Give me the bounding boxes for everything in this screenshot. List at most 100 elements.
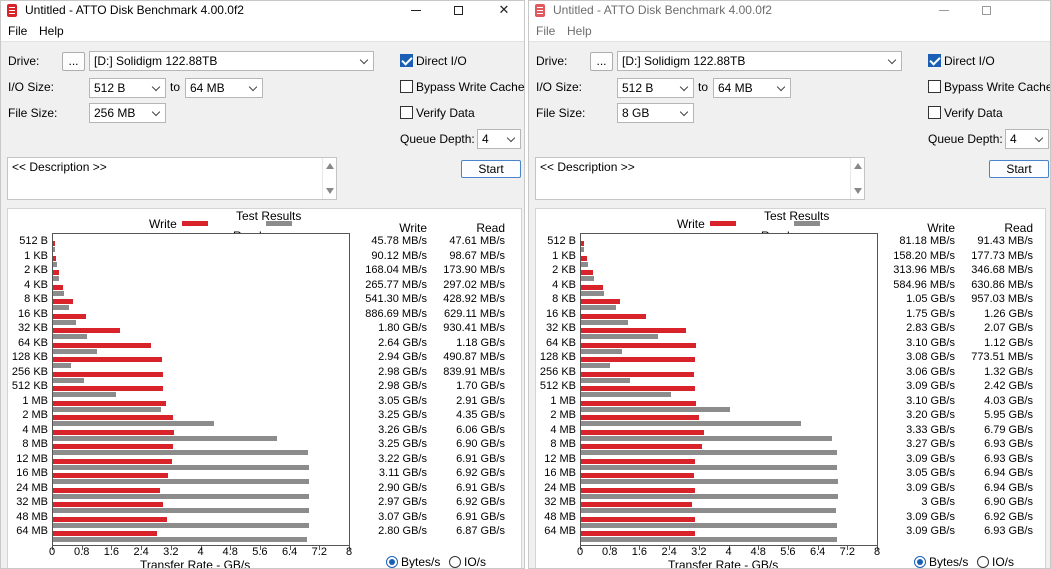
write-bar [53,473,169,478]
write-value: 3.22 GB/s [378,452,427,465]
read-value: 930.41 MB/s [443,322,505,334]
x-axis-tick [609,546,611,550]
read-value: 2.91 GB/s [456,394,505,407]
queue-depth-select[interactable]: 4 [1005,129,1049,149]
bytes-per-second-radio[interactable]: Bytes/s [386,555,440,568]
io-size-row-label: 32 KB [18,322,48,334]
results-title: Test Results [236,209,302,223]
queue-depth-value: 4 [482,132,489,146]
write-bar [581,299,620,304]
verify-data-label: Verify Data [944,106,1003,120]
benchmark-window: Untitled - ATTO Disk Benchmark 4.00.0f2 … [528,0,1051,569]
description-box[interactable]: << Description >> [7,157,337,200]
io-size-to-select[interactable]: 64 MB [185,78,263,98]
read-value: 6.87 GB/s [456,525,505,537]
chevron-down-icon [248,79,260,97]
description-scrollbar[interactable] [322,158,336,199]
scroll-up-icon[interactable] [326,163,334,169]
read-bar [581,348,623,354]
write-value: 3 GB/s [921,496,955,508]
start-button[interactable]: Start [989,160,1049,178]
read-value: 91.43 MB/s [977,235,1033,247]
browse-drive-button[interactable]: ... [62,52,85,71]
title-bar[interactable]: Untitled - ATTO Disk Benchmark 4.00.0f2 [529,1,1050,21]
checkbox-box[interactable] [928,80,941,93]
maximize-button[interactable] [966,1,1006,21]
checkbox-box[interactable] [400,106,413,119]
chevron-down-icon [359,52,371,70]
bytes-per-second-radio[interactable]: Bytes/s [914,555,968,568]
file-size-select[interactable]: 256 MB [89,103,166,123]
minimize-button[interactable] [396,1,436,21]
minimize-button[interactable] [924,1,964,21]
maximize-button[interactable] [438,1,478,21]
radio-dot[interactable] [449,556,461,568]
direct-io-checkbox[interactable]: Direct I/O [928,54,995,68]
description-box[interactable]: << Description >> [535,157,865,200]
write-value: 1.75 GB/s [906,307,955,320]
write-bar [53,429,174,435]
read-bar [581,421,802,426]
queue-depth-select[interactable]: 4 [477,129,521,149]
legend-read-swatch [794,221,820,226]
write-bar [53,342,151,348]
bypass-write-cache-checkbox[interactable]: Bypass Write Cache [400,80,524,94]
legend-write-swatch [710,221,736,226]
close-button[interactable]: ✕ [484,1,524,21]
scroll-down-icon[interactable] [326,188,334,194]
legend-write-label: Write [149,217,177,231]
read-bar [581,508,837,513]
read-value: 6.91 GB/s [456,481,505,494]
io-size-row-label: 512 KB [539,380,576,392]
write-value: 3.20 GB/s [906,409,955,421]
menu-help[interactable]: Help [39,24,64,38]
file-size-select[interactable]: 8 GB [617,103,694,123]
verify-data-checkbox[interactable]: Verify Data [400,106,475,120]
x-axis-tick [698,546,700,550]
start-button[interactable]: Start [461,160,521,178]
io-size-row-label: 8 KB [24,293,48,305]
read-bar [581,464,838,470]
write-value: 81.18 MB/s [899,235,955,247]
checkbox-box[interactable] [400,54,413,67]
menu-help[interactable]: Help [567,24,592,38]
io-size-row-label: 8 KB [552,293,576,305]
scroll-down-icon[interactable] [854,188,862,194]
description-scrollbar[interactable] [850,158,864,199]
results-title: Test Results [764,209,830,223]
drive-select[interactable]: [D:] Solidigm 122.88TB [617,51,902,71]
chevron-down-icon [887,52,899,70]
minimize-icon [939,10,949,12]
radio-dot[interactable] [914,556,926,568]
io-size-to-select[interactable]: 64 MB [713,78,791,98]
verify-data-checkbox[interactable]: Verify Data [928,106,1003,120]
radio-dot[interactable] [977,556,989,568]
direct-io-checkbox[interactable]: Direct I/O [400,54,467,68]
checkbox-box[interactable] [928,106,941,119]
io-per-second-radio[interactable]: IO/s [449,555,486,568]
read-value: 297.02 MB/s [443,278,505,291]
radio-dot[interactable] [386,556,398,568]
write-value: 3.09 GB/s [906,481,955,494]
io-size-row-label: 16 KB [546,307,576,320]
io-per-second-radio[interactable]: IO/s [977,555,1014,568]
checkbox-box[interactable] [928,54,941,67]
read-bar [581,392,671,397]
drive-select[interactable]: [D:] Solidigm 122.88TB [89,51,374,71]
checkbox-box[interactable] [400,80,413,93]
menu-file[interactable]: File [536,24,556,38]
scroll-up-icon[interactable] [854,163,862,169]
bypass-write-cache-checkbox[interactable]: Bypass Write Cache [928,80,1050,94]
io-size-row-label: 512 B [19,235,48,247]
io-size-from-select[interactable]: 512 B [89,78,166,98]
title-bar[interactable]: Untitled - ATTO Disk Benchmark 4.00.0f2 … [1,1,524,21]
close-button[interactable] [1012,1,1050,21]
io-size-row-label: 16 MB [16,467,48,479]
x-axis-tick [580,546,581,550]
menu-file[interactable]: File [8,24,28,38]
browse-drive-button[interactable]: ... [590,52,613,71]
io-size-from-select[interactable]: 512 B [617,78,694,98]
read-value: 428.92 MB/s [443,293,505,305]
read-bar [53,406,161,412]
read-value: 630.86 MB/s [971,278,1033,291]
